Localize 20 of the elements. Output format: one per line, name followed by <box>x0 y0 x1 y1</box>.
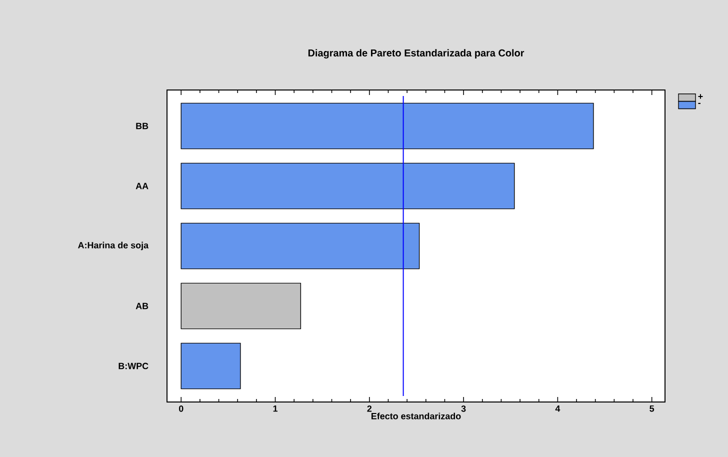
x-tick-label: 2 <box>367 406 372 412</box>
x-tick-label: 0 <box>178 406 184 412</box>
y-tick-label: AB <box>136 302 148 310</box>
chart-title: Diagrama de Pareto Estandarizada para Color <box>308 49 524 58</box>
x-axis-title: Efecto estandarizado <box>372 412 461 420</box>
legend-label: + <box>698 94 703 99</box>
x-tick-label: 4 <box>555 406 560 412</box>
bar <box>180 222 420 270</box>
x-tick-label: 3 <box>461 406 466 412</box>
bar <box>180 342 241 390</box>
bar <box>180 102 594 150</box>
y-tick-label: AA <box>136 182 148 190</box>
y-tick-label: BB <box>136 122 148 130</box>
x-tick-label: 5 <box>650 406 654 412</box>
x-tick-label: 1 <box>273 406 278 412</box>
y-tick-label: A:Harina de soja <box>78 242 149 250</box>
legend-label: - <box>698 102 700 104</box>
bar <box>180 282 302 330</box>
bar <box>180 162 515 210</box>
y-tick-label: B:WPC <box>118 362 148 370</box>
